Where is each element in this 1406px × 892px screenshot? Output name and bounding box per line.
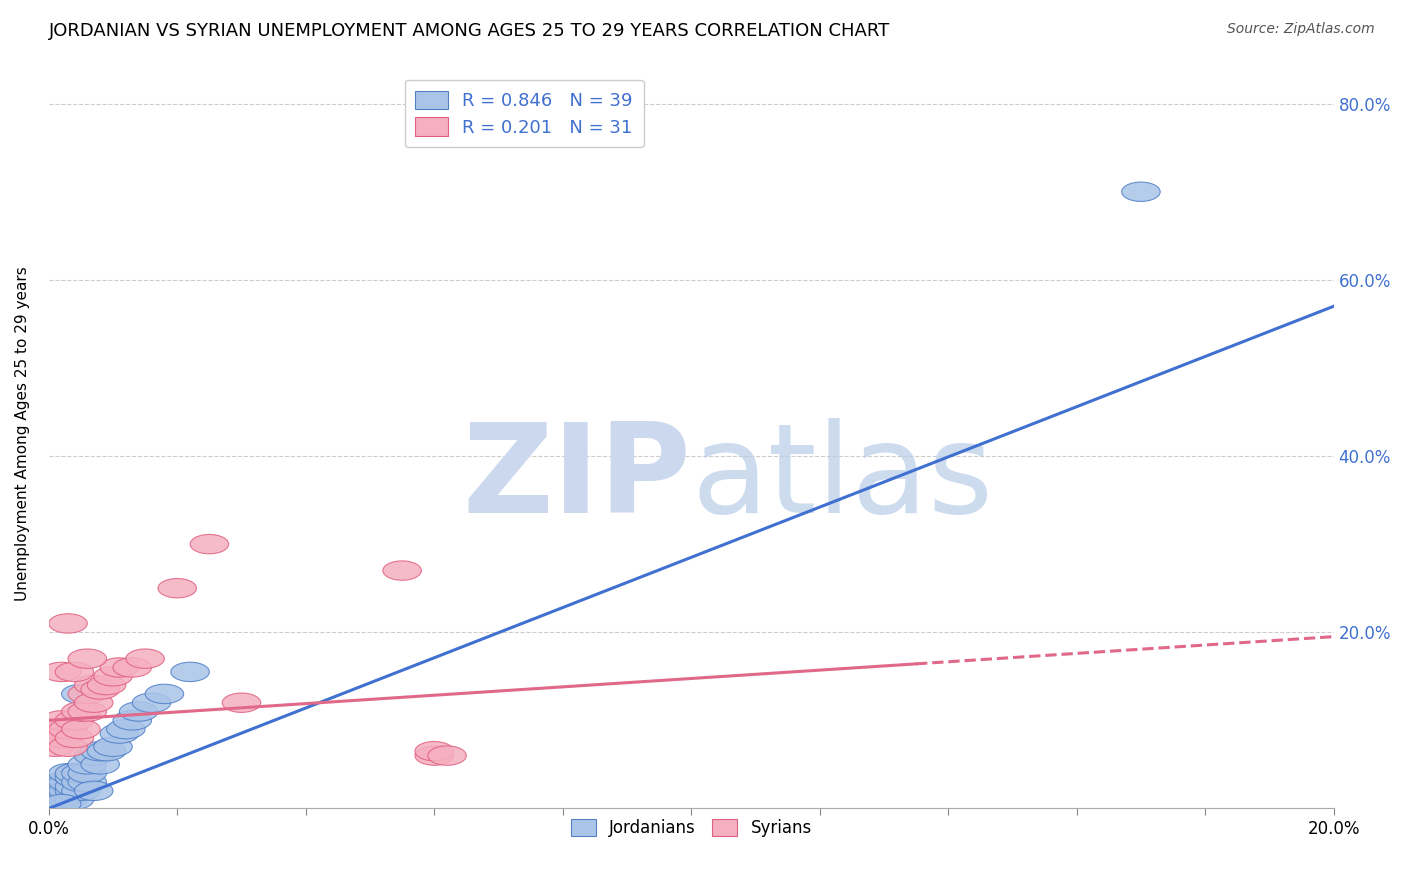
Ellipse shape (120, 702, 157, 722)
Ellipse shape (415, 746, 454, 765)
Ellipse shape (42, 786, 82, 805)
Legend: Jordanians, Syrians: Jordanians, Syrians (562, 810, 820, 845)
Ellipse shape (100, 724, 139, 743)
Ellipse shape (87, 675, 127, 695)
Ellipse shape (112, 711, 152, 730)
Ellipse shape (55, 790, 94, 809)
Ellipse shape (42, 781, 82, 800)
Ellipse shape (94, 737, 132, 756)
Ellipse shape (49, 737, 87, 756)
Text: Source: ZipAtlas.com: Source: ZipAtlas.com (1227, 22, 1375, 37)
Ellipse shape (37, 737, 75, 756)
Ellipse shape (55, 728, 94, 747)
Ellipse shape (87, 741, 127, 761)
Ellipse shape (67, 702, 107, 722)
Ellipse shape (55, 764, 94, 783)
Ellipse shape (67, 755, 107, 774)
Ellipse shape (49, 720, 87, 739)
Ellipse shape (75, 746, 112, 765)
Ellipse shape (37, 720, 75, 739)
Ellipse shape (82, 680, 120, 699)
Ellipse shape (55, 781, 94, 800)
Ellipse shape (42, 662, 82, 681)
Text: ZIP: ZIP (463, 418, 692, 540)
Ellipse shape (62, 772, 100, 792)
Text: atlas: atlas (692, 418, 993, 540)
Ellipse shape (157, 579, 197, 598)
Ellipse shape (82, 741, 120, 761)
Ellipse shape (49, 772, 87, 792)
Y-axis label: Unemployment Among Ages 25 to 29 years: Unemployment Among Ages 25 to 29 years (15, 267, 30, 601)
Ellipse shape (75, 675, 112, 695)
Ellipse shape (37, 777, 75, 796)
Ellipse shape (222, 693, 260, 713)
Ellipse shape (42, 772, 82, 792)
Ellipse shape (75, 781, 112, 800)
Ellipse shape (42, 728, 82, 747)
Ellipse shape (42, 790, 82, 809)
Ellipse shape (49, 781, 87, 800)
Ellipse shape (382, 561, 422, 581)
Ellipse shape (107, 720, 145, 739)
Ellipse shape (55, 777, 94, 796)
Ellipse shape (55, 662, 94, 681)
Text: JORDANIAN VS SYRIAN UNEMPLOYMENT AMONG AGES 25 TO 29 YEARS CORRELATION CHART: JORDANIAN VS SYRIAN UNEMPLOYMENT AMONG A… (49, 22, 890, 40)
Ellipse shape (67, 764, 107, 783)
Ellipse shape (62, 764, 100, 783)
Ellipse shape (62, 720, 100, 739)
Ellipse shape (127, 649, 165, 668)
Ellipse shape (49, 790, 87, 809)
Ellipse shape (62, 684, 100, 704)
Ellipse shape (62, 702, 100, 722)
Ellipse shape (49, 786, 87, 805)
Ellipse shape (49, 614, 87, 633)
Ellipse shape (132, 693, 170, 713)
Ellipse shape (112, 657, 152, 677)
Ellipse shape (67, 684, 107, 704)
Ellipse shape (37, 786, 75, 805)
Ellipse shape (67, 649, 107, 668)
Ellipse shape (170, 662, 209, 681)
Ellipse shape (145, 684, 184, 704)
Ellipse shape (49, 764, 87, 783)
Ellipse shape (37, 790, 75, 809)
Ellipse shape (1122, 182, 1160, 202)
Ellipse shape (190, 534, 229, 554)
Ellipse shape (67, 772, 107, 792)
Ellipse shape (100, 657, 139, 677)
Ellipse shape (427, 746, 467, 765)
Ellipse shape (75, 693, 112, 713)
Ellipse shape (415, 741, 454, 761)
Ellipse shape (42, 711, 82, 730)
Ellipse shape (82, 755, 120, 774)
Ellipse shape (62, 781, 100, 800)
Ellipse shape (42, 795, 82, 814)
Ellipse shape (55, 711, 94, 730)
Ellipse shape (55, 768, 94, 788)
Ellipse shape (94, 666, 132, 686)
